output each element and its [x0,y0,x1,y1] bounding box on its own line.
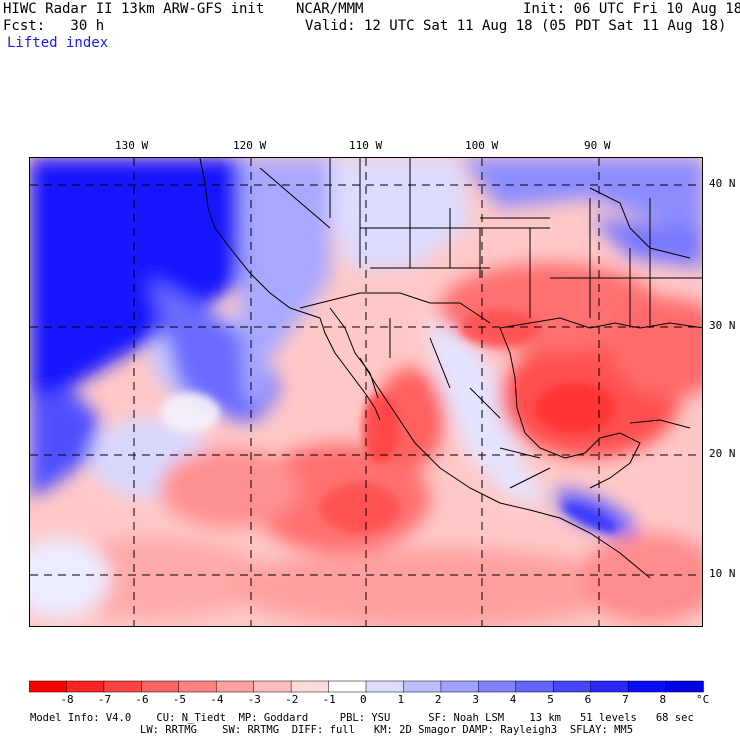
colorbar-tick-label: 0 [360,693,367,706]
valid-time: Valid: 12 UTC Sat 11 Aug 18 (05 PDT Sat … [305,18,727,34]
lon-label-90w: 90 W [584,139,611,152]
colorbar-tick-label: 7 [622,693,629,706]
colorbar-tick-label: 4 [509,693,517,706]
colorbar-tick-label: -3 [247,693,261,706]
colorbar-swatch [290,680,330,693]
lat-label-40n: 40 N [709,177,736,190]
lon-label-120w: 120 W [233,139,267,152]
field-name: Lifted index [7,35,109,51]
colorbar-swatch [328,680,367,693]
lifted-index-map [29,157,703,627]
lon-label-100w: 100 W [465,139,499,152]
colorbar-tick-label: 6 [584,693,592,706]
colorbar-swatch [440,680,480,693]
lon-label-110w: 110 W [349,139,383,152]
lon-label-130w: 130 W [115,139,149,152]
colorbar-tick-label: 1 [397,693,405,706]
run-title: HIWC Radar II 13km ARW-GFS init [3,1,265,17]
colorbar-swatch [478,680,517,693]
colorbar-tick-label: -4 [210,693,224,706]
colorbar-swatch [28,680,68,693]
colorbar-tick-label: -7 [97,693,112,706]
colorbar-tick-label: 3 [472,693,479,706]
colorbar-swatch [215,680,255,693]
center-name: NCAR/MMM [296,1,364,17]
init-time: Init: 06 UTC Fri 10 Aug 18 [523,1,740,17]
lat-label-20n: 20 N [709,447,736,460]
colorbar-swatch [103,680,143,693]
colorbar-tick-label: -2 [285,693,299,706]
model-info-line2: LW: RRTMG SW: RRTMG DIFF: full KM: 2D Sm… [140,724,634,736]
colorbar-tick-label: -1 [322,693,336,706]
colorbar-tick-label: -8 [60,693,74,706]
colorbar-tick-label: 5 [547,693,554,706]
colorbar-tick-label: -6 [135,693,149,706]
colorbar-swatch [515,680,554,693]
colorbar [28,680,704,704]
colorbar-swatch [627,680,667,693]
colorbar-swatch [66,680,105,693]
model-info-line1: Model Info: V4.0 CU: N_Tiedt MP: Goddard… [30,712,694,724]
colorbar-swatch [665,680,704,693]
colorbar-tick-label: 2 [434,693,442,706]
colorbar-swatch [141,680,180,693]
colorbar-swatch [552,680,592,693]
colorbar-tick-label: 8 [659,693,667,706]
lat-label-10n: 10 N [709,567,736,580]
colorbar-swatch [253,680,292,693]
colorbar-tick-label: -5 [172,693,187,706]
colorbar-swatch [365,680,405,693]
colorbar-swatch [178,680,217,693]
colorbar-unit: °C [696,693,710,706]
colorbar-swatch [590,680,629,693]
colorbar-swatch [403,680,442,693]
forecast-hour: Fcst: 30 h [3,18,105,34]
lat-label-30n: 30 N [709,319,736,332]
